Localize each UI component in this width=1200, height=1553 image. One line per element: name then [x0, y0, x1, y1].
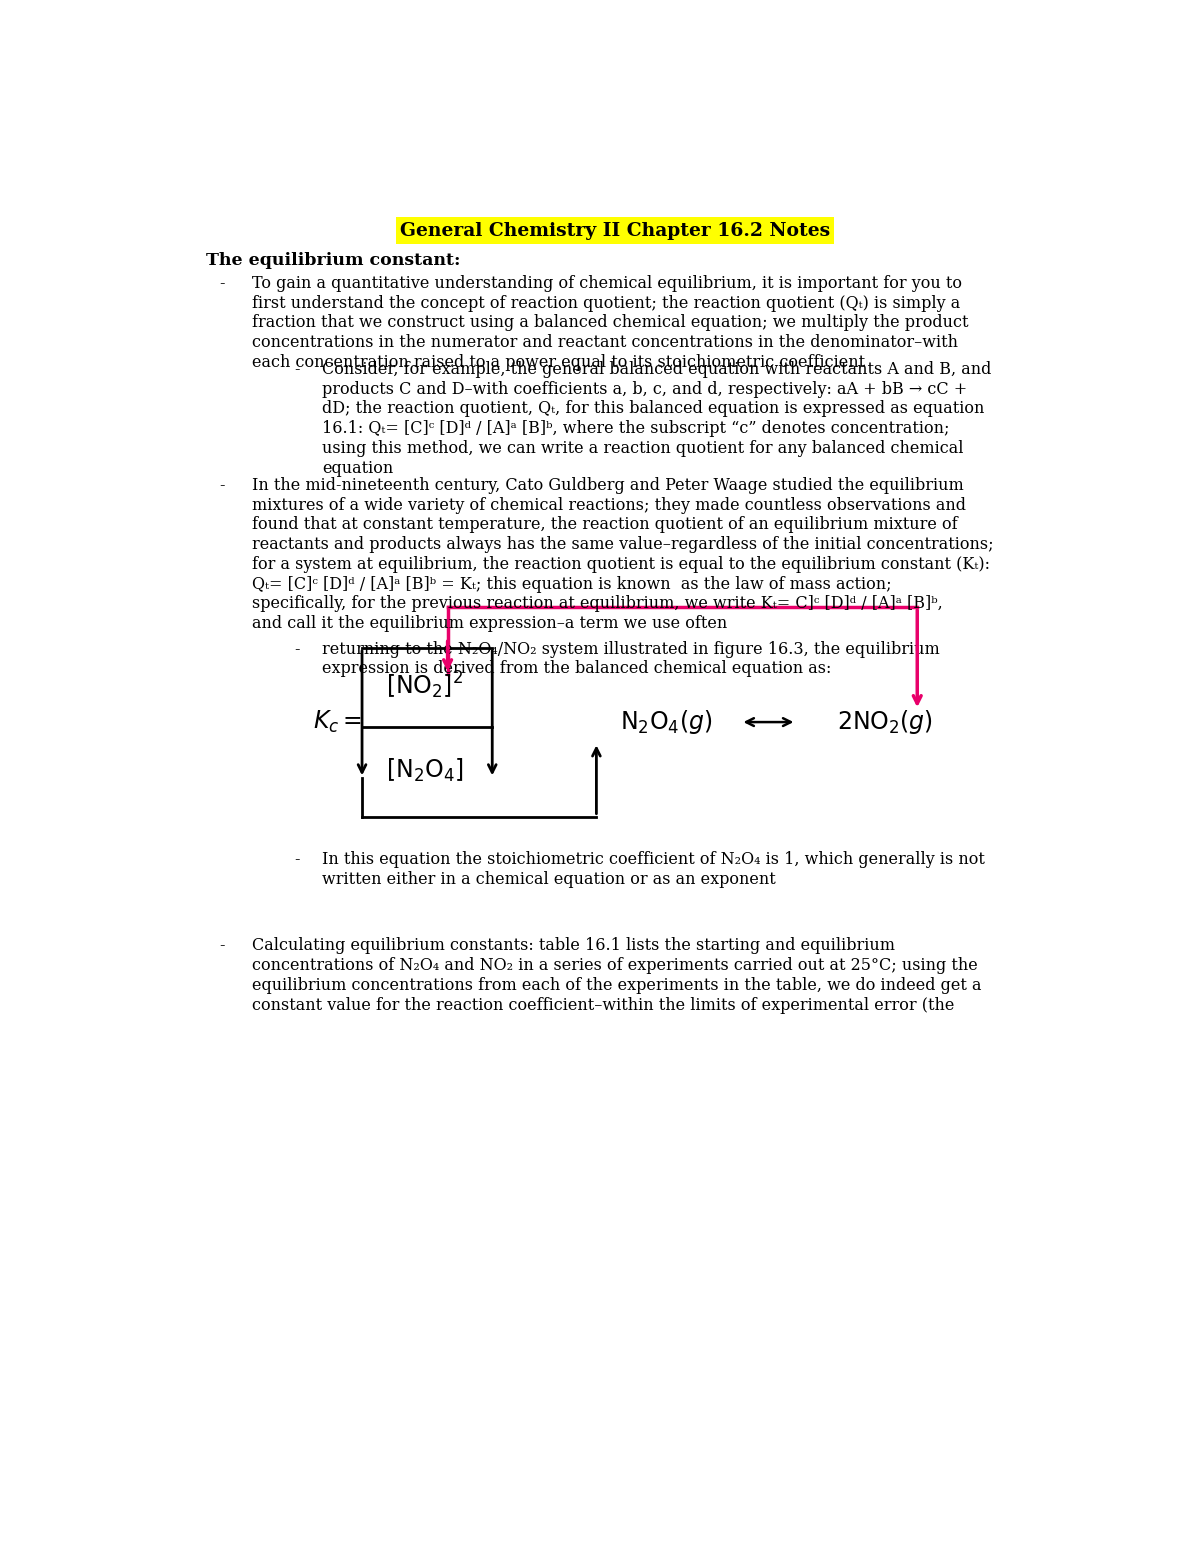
Text: fraction that we construct using a balanced chemical equation; we multiply the p: fraction that we construct using a balan… — [252, 314, 968, 331]
Text: In the mid-nineteenth century, Cato Guldberg and Peter Waage studied the equilib: In the mid-nineteenth century, Cato Guld… — [252, 477, 964, 494]
Text: The equilibrium constant:: The equilibrium constant: — [206, 252, 461, 269]
Text: specifically, for the previous reaction at equilibrium, we write Kₜ= C]ᶜ [D]ᵈ / : specifically, for the previous reaction … — [252, 595, 943, 612]
Text: $K_c =$: $K_c =$ — [313, 710, 362, 735]
Text: $\left[\mathrm{N_2O_4}\right]$: $\left[\mathrm{N_2O_4}\right]$ — [385, 756, 463, 784]
Text: for a system at equilibrium, the reaction quotient is equal to the equilibrium c: for a system at equilibrium, the reactio… — [252, 556, 990, 573]
Text: written either in a chemical equation or as an exponent: written either in a chemical equation or… — [322, 871, 775, 888]
Text: Consider, for example, the general balanced equation with reactants A and B, and: Consider, for example, the general balan… — [322, 360, 991, 377]
Text: 16.1: Qₜ= [C]ᶜ [D]ᵈ / [A]ᵃ [B]ᵇ, where the subscript “c” denotes concentration;: 16.1: Qₜ= [C]ᶜ [D]ᵈ / [A]ᵃ [B]ᵇ, where t… — [322, 421, 949, 436]
Text: -: - — [220, 275, 226, 292]
Text: each concentration raised to a power equal to its stoichiometric coefficient: each concentration raised to a power equ… — [252, 354, 865, 371]
Text: reactants and products always has the same value–regardless of the initial conce: reactants and products always has the sa… — [252, 536, 994, 553]
Text: To gain a quantitative understanding of chemical equilibrium, it is important fo: To gain a quantitative understanding of … — [252, 275, 962, 292]
Text: equilibrium concentrations from each of the experiments in the table, we do inde: equilibrium concentrations from each of … — [252, 977, 982, 994]
Text: General Chemistry II Chapter 16.2 Notes: General Chemistry II Chapter 16.2 Notes — [400, 222, 830, 239]
Text: concentrations of N₂O₄ and NO₂ in a series of experiments carried out at 25°C; u: concentrations of N₂O₄ and NO₂ in a seri… — [252, 957, 978, 974]
Text: -: - — [294, 360, 300, 377]
Text: In this equation the stoichiometric coefficient of N₂O₄ is 1, which generally is: In this equation the stoichiometric coef… — [322, 851, 985, 868]
Text: Qₜ= [C]ᶜ [D]ᵈ / [A]ᵃ [B]ᵇ = Kₜ; this equation is known  as the law of mass actio: Qₜ= [C]ᶜ [D]ᵈ / [A]ᵃ [B]ᵇ = Kₜ; this equ… — [252, 576, 892, 593]
Text: and call it the equilibrium expression–a term we use often: and call it the equilibrium expression–a… — [252, 615, 727, 632]
Text: dD; the reaction quotient, Qₜ, for this balanced equation is expressed as equati: dD; the reaction quotient, Qₜ, for this … — [322, 401, 984, 418]
Text: equation: equation — [322, 460, 394, 477]
Text: constant value for the reaction coefficient–within the limits of experimental er: constant value for the reaction coeffici… — [252, 997, 955, 1014]
Text: -: - — [220, 938, 226, 955]
Text: concentrations in the numerator and reactant concentrations in the denominator–w: concentrations in the numerator and reac… — [252, 334, 959, 351]
Text: products C and D–with coefficients a, b, c, and d, respectively: aA + bB → cC +: products C and D–with coefficients a, b,… — [322, 380, 967, 398]
Text: mixtures of a wide variety of chemical reactions; they made countless observatio: mixtures of a wide variety of chemical r… — [252, 497, 966, 514]
Text: returning to the N₂O₄/NO₂ system illustrated in figure 16.3, the equilibrium: returning to the N₂O₄/NO₂ system illustr… — [322, 641, 940, 658]
Text: $\mathrm{2NO_2}(g)$: $\mathrm{2NO_2}(g)$ — [836, 708, 932, 736]
Text: $\mathrm{N_2O_4}(g)$: $\mathrm{N_2O_4}(g)$ — [620, 708, 713, 736]
Text: using this method, we can write a reaction quotient for any balanced chemical: using this method, we can write a reacti… — [322, 439, 964, 457]
Text: expression is derived from the balanced chemical equation as:: expression is derived from the balanced … — [322, 660, 832, 677]
Text: -: - — [294, 641, 300, 658]
Text: first understand the concept of reaction quotient; the reaction quotient (Qₜ) is: first understand the concept of reaction… — [252, 295, 960, 312]
Text: $\left[\mathrm{NO_2}\right]^2$: $\left[\mathrm{NO_2}\right]^2$ — [385, 669, 463, 700]
Text: -: - — [220, 477, 226, 494]
Text: found that at constant temperature, the reaction quotient of an equilibrium mixt: found that at constant temperature, the … — [252, 517, 958, 533]
Text: Calculating equilibrium constants: table 16.1 lists the starting and equilibrium: Calculating equilibrium constants: table… — [252, 938, 895, 955]
Text: -: - — [294, 851, 300, 868]
